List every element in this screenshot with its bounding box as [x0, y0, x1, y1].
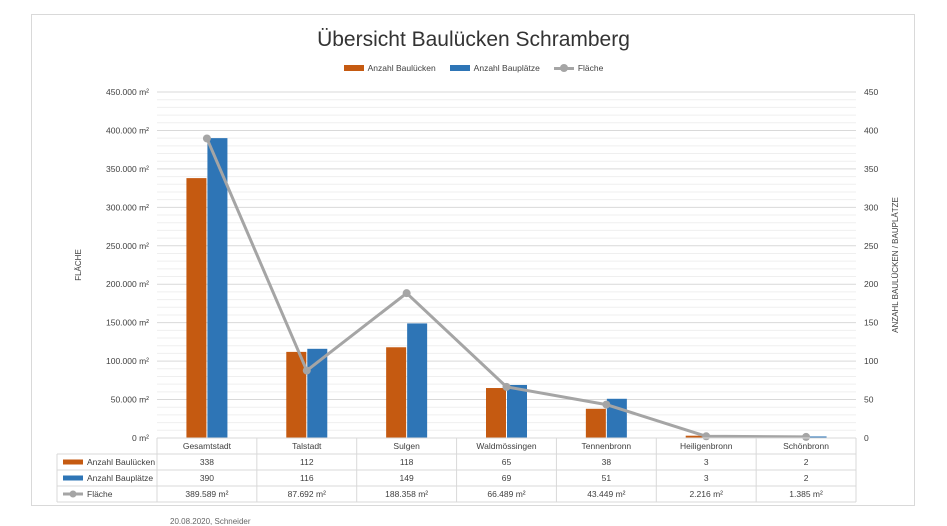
bar-bauplatze: [307, 348, 328, 438]
y-left-tick-label: 150.000 m²: [106, 318, 149, 328]
bar-bauplatze: [407, 323, 428, 438]
y-left-tick-label: 450.000 m²: [106, 87, 149, 97]
bar-bauplatze: [806, 436, 827, 438]
point-flache: [602, 400, 611, 409]
table-row-header: Fläche: [87, 489, 113, 499]
y-left-axis-title: FLÄCHE: [74, 249, 83, 281]
table-legend-key: [63, 459, 83, 465]
x-category-label: Heiligenbronn: [680, 441, 733, 451]
legend-label-baulucken: Anzahl Baulücken: [367, 63, 436, 73]
table-row-header: Anzahl Bauplätze: [87, 473, 153, 483]
table-cell: 390: [200, 473, 214, 483]
table-cell: 338: [200, 457, 214, 467]
table-cell: 65: [502, 457, 512, 467]
table-cell: 43.449 m²: [587, 489, 625, 499]
x-category-label: Tennenbronn: [582, 441, 632, 451]
y-left-tick-label: 0 m²: [132, 433, 149, 443]
x-category-label: Talstadt: [292, 441, 322, 451]
footer-text: 20.08.2020, Schneider: [170, 517, 251, 526]
point-flache: [502, 382, 511, 391]
x-category-label: Sulgen: [393, 441, 420, 451]
bar-bauplatze: [207, 138, 228, 438]
table-cell: 2.216 m²: [689, 489, 723, 499]
table-cell: 38: [602, 457, 612, 467]
point-flache: [202, 134, 211, 143]
y-left-tick-label: 350.000 m²: [106, 164, 149, 174]
bar-baulucken: [486, 388, 506, 438]
y-left-tick-label: 250.000 m²: [106, 241, 149, 251]
legend-swatch-bauplatze: [449, 65, 470, 71]
bar-baulucken: [386, 347, 407, 438]
y-right-tick-label: 250: [864, 241, 878, 251]
table-cell: 66.489 m²: [487, 489, 525, 499]
table-cell: 51: [602, 473, 612, 483]
bar-baulucken: [186, 178, 207, 439]
table-cell: 3: [704, 473, 709, 483]
point-flache: [302, 366, 311, 375]
table-cell: 118: [400, 457, 414, 467]
point-flache: [802, 432, 811, 441]
y-right-tick-label: 150: [864, 318, 878, 328]
legend-item-flache[interactable]: Fläche: [553, 63, 604, 73]
table-cell: 87.692 m²: [288, 489, 326, 499]
table-cell: 149: [400, 473, 414, 483]
y-right-tick-label: 200: [864, 279, 878, 289]
y-right-tick-label: 0: [864, 433, 869, 443]
y-right-tick-label: 450: [864, 87, 878, 97]
table-cell: 2: [804, 457, 809, 467]
bar-baulucken: [585, 408, 606, 438]
table-cell: 389.589 m²: [185, 489, 228, 499]
legend-swatch-flache: [553, 63, 574, 72]
point-flache: [702, 432, 711, 441]
bar-bauplatze: [507, 384, 527, 438]
legend-item-bauplatze[interactable]: Anzahl Bauplätze: [449, 63, 540, 73]
y-left-tick-label: 100.000 m²: [106, 356, 149, 366]
legend-swatch-baulucken: [343, 65, 364, 71]
x-category-label: Waldmössingen: [476, 441, 536, 451]
table-legend-key: [69, 490, 77, 498]
legend-item-baulucken[interactable]: Anzahl Baulücken: [343, 63, 436, 73]
bar-baulucken: [286, 351, 307, 438]
y-right-tick-label: 300: [864, 202, 878, 212]
legend-label-flache: Fläche: [577, 63, 604, 73]
y-right-tick-label: 50: [864, 395, 874, 405]
y-right-tick-label: 350: [864, 164, 878, 174]
x-category-label: Schönbronn: [783, 441, 829, 451]
y-left-tick-label: 400.000 m²: [106, 125, 149, 135]
x-category-label: Gesamtstadt: [183, 441, 232, 451]
table-cell: 116: [300, 473, 314, 483]
chart-legend: Anzahl Baulücken Anzahl Bauplätze Fläche: [0, 63, 947, 73]
y-left-tick-label: 200.000 m²: [106, 279, 149, 289]
y-left-tick-label: 50.000 m²: [111, 395, 149, 405]
y-right-axis-title: ANZAHL BAULÜCKEN / BAUPLÄTZE: [891, 197, 900, 333]
chart-title: Übersicht Baulücken Schramberg: [317, 28, 630, 51]
point-flache: [402, 289, 411, 298]
table-cell: 1.385 m²: [789, 489, 823, 499]
y-left-tick-label: 300.000 m²: [106, 202, 149, 212]
chart-frame: [31, 14, 915, 506]
table-cell: 188.358 m²: [385, 489, 428, 499]
y-right-tick-label: 400: [864, 125, 878, 135]
table-row-header: Anzahl Baulücken: [87, 457, 155, 467]
table-legend-key: [63, 475, 83, 481]
table-cell: 112: [300, 457, 314, 467]
y-right-tick-label: 100: [864, 356, 878, 366]
table-cell: 2: [804, 473, 809, 483]
legend-label-bauplatze: Anzahl Bauplätze: [473, 63, 540, 73]
bar-baulucken: [685, 435, 706, 438]
table-cell: 3: [704, 457, 709, 467]
table-cell: 69: [502, 473, 512, 483]
